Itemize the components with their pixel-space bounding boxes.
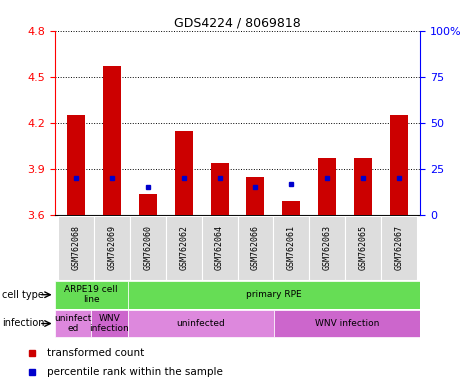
Text: GSM762064: GSM762064 — [215, 225, 224, 270]
Text: WNV infection: WNV infection — [315, 319, 380, 328]
Text: WNV
infection: WNV infection — [90, 314, 129, 333]
Bar — [130, 216, 166, 280]
Bar — [210, 163, 228, 215]
Bar — [273, 216, 309, 280]
Text: GSM762060: GSM762060 — [143, 225, 152, 270]
Bar — [94, 216, 130, 280]
Bar — [309, 216, 345, 280]
Text: GSM762068: GSM762068 — [72, 225, 81, 270]
Title: GDS4224 / 8069818: GDS4224 / 8069818 — [174, 17, 301, 30]
Text: transformed count: transformed count — [48, 348, 145, 358]
Text: GSM762062: GSM762062 — [179, 225, 188, 270]
Text: infection: infection — [2, 318, 45, 328]
Bar — [202, 216, 238, 280]
Text: ARPE19 cell
line: ARPE19 cell line — [65, 285, 118, 305]
Bar — [128, 310, 274, 338]
Text: uninfect
ed: uninfect ed — [54, 314, 92, 333]
Bar — [354, 158, 372, 215]
Bar — [166, 216, 202, 280]
Bar — [381, 216, 417, 280]
Bar — [91, 310, 128, 338]
Bar — [55, 281, 128, 309]
Text: percentile rank within the sample: percentile rank within the sample — [48, 367, 223, 377]
Text: uninfected: uninfected — [177, 319, 225, 328]
Text: GSM762063: GSM762063 — [323, 225, 332, 270]
Bar — [274, 310, 420, 338]
Bar — [58, 216, 94, 280]
Text: primary RPE: primary RPE — [246, 290, 302, 299]
Bar — [238, 216, 273, 280]
Text: GSM762069: GSM762069 — [107, 225, 116, 270]
Bar — [390, 115, 408, 215]
Bar — [345, 216, 381, 280]
Bar — [128, 281, 420, 309]
Bar — [318, 158, 336, 215]
Bar — [247, 177, 265, 215]
Bar — [67, 115, 85, 215]
Text: GSM762066: GSM762066 — [251, 225, 260, 270]
Text: GSM762065: GSM762065 — [359, 225, 368, 270]
Text: GSM762067: GSM762067 — [394, 225, 403, 270]
Text: GSM762061: GSM762061 — [287, 225, 296, 270]
Bar — [175, 131, 193, 215]
Bar — [139, 194, 157, 215]
Bar — [55, 310, 91, 338]
Bar — [282, 201, 300, 215]
Bar — [103, 66, 121, 215]
Text: cell type: cell type — [2, 290, 44, 300]
